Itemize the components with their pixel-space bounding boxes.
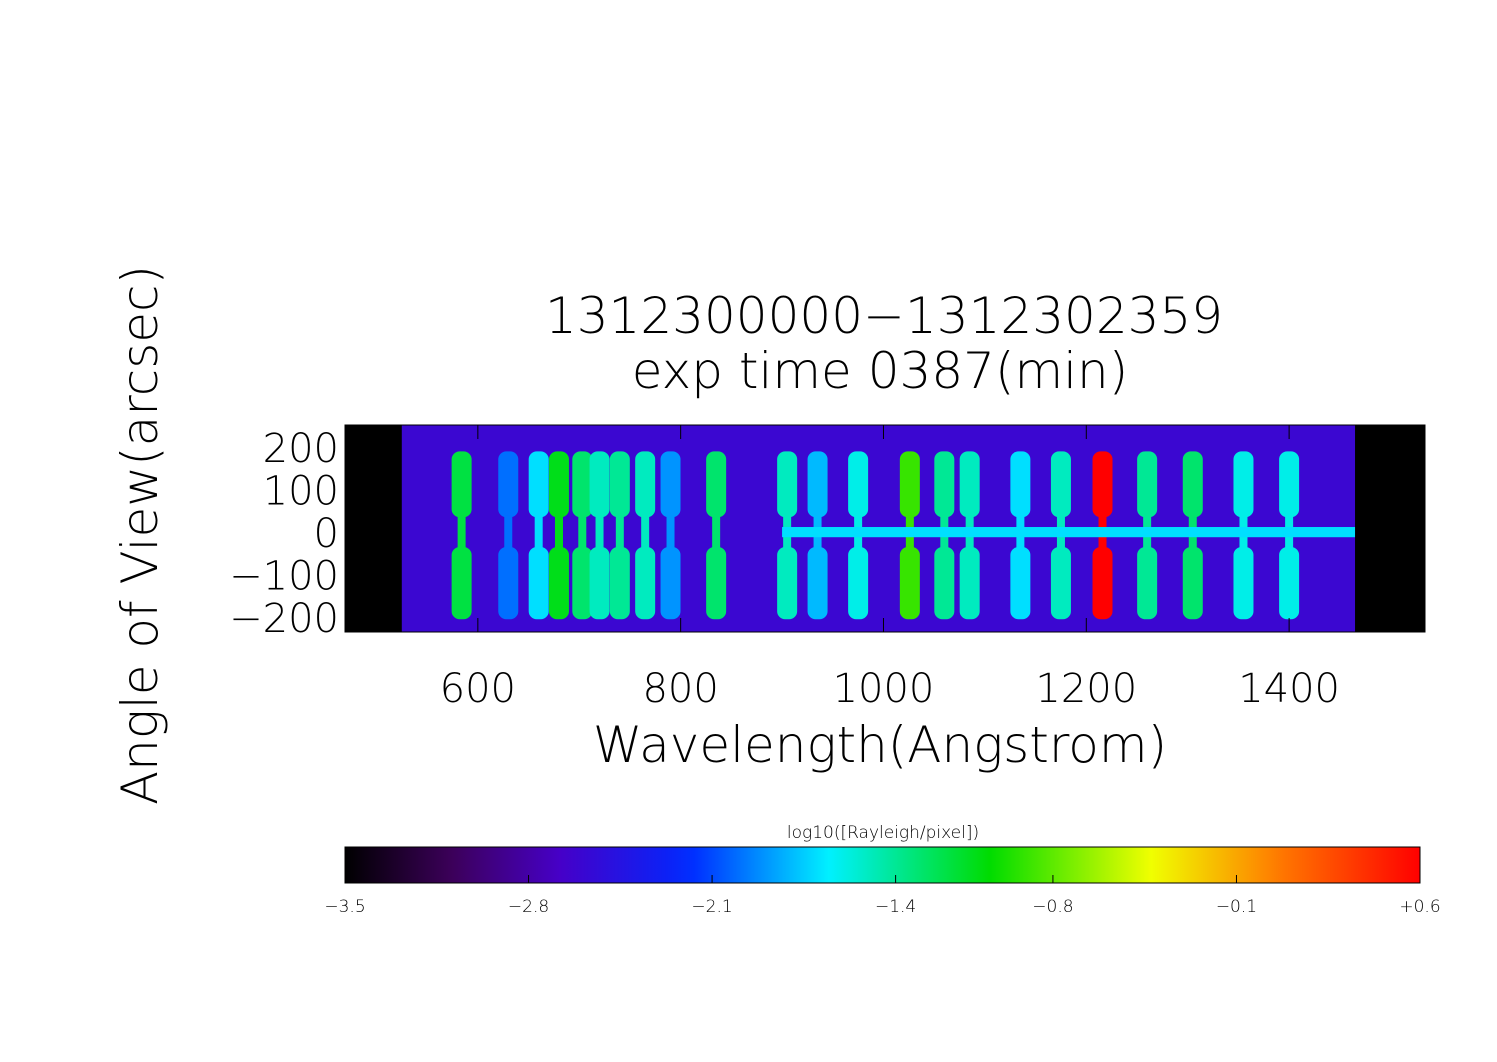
emission-line-lower xyxy=(451,546,472,620)
plot-frame xyxy=(344,424,1426,633)
y-tick-label: 0 xyxy=(314,511,339,557)
emission-line-upper xyxy=(899,451,920,518)
y-tick-label: −200 xyxy=(229,596,339,642)
emission-line-lower xyxy=(1233,546,1254,620)
emission-line-lower xyxy=(706,546,727,620)
emission-line xyxy=(959,451,980,620)
emission-line-upper xyxy=(1092,451,1113,518)
emission-line-lower xyxy=(848,546,869,620)
emission-line-neck xyxy=(712,515,721,550)
chart-title: 1312300000−1312302359 xyxy=(545,287,1223,345)
colorbar-tick-label: −3.5 xyxy=(324,897,365,917)
emission-line-lower xyxy=(660,546,681,620)
emission-line xyxy=(548,451,569,620)
emission-line-neck xyxy=(641,515,650,550)
y-tick-label: 100 xyxy=(263,469,339,515)
emission-line-upper xyxy=(1182,451,1203,518)
emission-line-lower xyxy=(528,546,549,620)
emission-line-upper xyxy=(1010,451,1031,518)
y-axis-label: Angle of View(arcsec) xyxy=(111,265,169,805)
colorbar xyxy=(344,846,1421,884)
emission-line-lower xyxy=(934,546,955,620)
x-tick-label: 1000 xyxy=(833,666,935,712)
emission-line-upper xyxy=(498,451,519,518)
emission-line-neck xyxy=(666,515,675,550)
emission-line-upper xyxy=(848,451,869,518)
colorbar-tick-label: −0.8 xyxy=(1032,897,1073,917)
emission-line-upper xyxy=(589,451,610,518)
x-axis-label: Wavelength(Angstrom) xyxy=(593,716,1167,774)
emission-line-upper xyxy=(1050,451,1071,518)
colorbar-tick-label: +0.6 xyxy=(1399,897,1440,917)
colorbar-tick-label: −2.8 xyxy=(508,897,549,917)
emission-line-upper xyxy=(572,451,593,518)
colorbar-tick-label: −0.1 xyxy=(1216,897,1257,917)
emission-line-upper xyxy=(777,451,798,518)
emission-line-upper xyxy=(635,451,656,518)
emission-line xyxy=(660,451,681,620)
emission-line-lower xyxy=(1010,546,1031,620)
emission-line-upper xyxy=(609,451,630,518)
emission-line-neck xyxy=(504,515,513,550)
emission-line-lower xyxy=(899,546,920,620)
emission-line-neck xyxy=(578,515,587,550)
emission-line xyxy=(572,451,593,620)
chart-subtitle: exp time 0387(min) xyxy=(632,342,1129,400)
emission-line-lower xyxy=(807,546,828,620)
emission-line-neck xyxy=(554,515,563,550)
colorbar-tick-label: −1.4 xyxy=(875,897,916,917)
colorbar-label: log10([Rayleigh/pixel]) xyxy=(787,823,979,843)
emission-line-upper xyxy=(548,451,569,518)
emission-line-lower xyxy=(1137,546,1158,620)
emission-line-lower xyxy=(635,546,656,620)
emission-line xyxy=(609,451,630,620)
emission-line-upper xyxy=(959,451,980,518)
emission-line-upper xyxy=(1137,451,1158,518)
emission-line-neck xyxy=(534,515,543,550)
emission-line-lower xyxy=(1050,546,1071,620)
emission-line-lower xyxy=(959,546,980,620)
emission-line-upper xyxy=(528,451,549,518)
emission-line-lower xyxy=(1279,546,1300,620)
emission-line-lower xyxy=(572,546,593,620)
emission-line-upper xyxy=(660,451,681,518)
emission-line-neck xyxy=(595,515,604,550)
plot-area xyxy=(344,424,1426,633)
emission-line-upper xyxy=(934,451,955,518)
y-tick-label: −100 xyxy=(229,554,339,600)
emission-line xyxy=(528,451,549,620)
emission-line-lower xyxy=(589,546,610,620)
emission-line-lower xyxy=(1182,546,1203,620)
emission-line xyxy=(589,451,610,620)
emission-line-upper xyxy=(451,451,472,518)
emission-line xyxy=(451,451,472,620)
emission-line-neck xyxy=(457,515,466,550)
emission-line-upper xyxy=(706,451,727,518)
x-tick-label: 1200 xyxy=(1035,666,1137,712)
x-tick-label: 800 xyxy=(642,666,718,712)
colorbar-tick-label: −2.1 xyxy=(691,897,732,917)
emission-line-upper xyxy=(1233,451,1254,518)
emission-line-upper xyxy=(807,451,828,518)
emission-line-neck xyxy=(615,515,624,550)
emission-line xyxy=(498,451,519,620)
emission-line-upper xyxy=(1279,451,1300,518)
emission-line xyxy=(706,451,727,620)
slit-trace xyxy=(782,527,1356,538)
x-tick-label: 1400 xyxy=(1238,666,1340,712)
emission-line-lower xyxy=(609,546,630,620)
emission-line xyxy=(635,451,656,620)
emission-line-lower xyxy=(777,546,798,620)
emission-line-lower xyxy=(548,546,569,620)
emission-line-lower xyxy=(498,546,519,620)
y-tick-label: 200 xyxy=(263,426,339,472)
x-tick-label: 600 xyxy=(440,666,516,712)
emission-line-lower xyxy=(1092,546,1113,620)
